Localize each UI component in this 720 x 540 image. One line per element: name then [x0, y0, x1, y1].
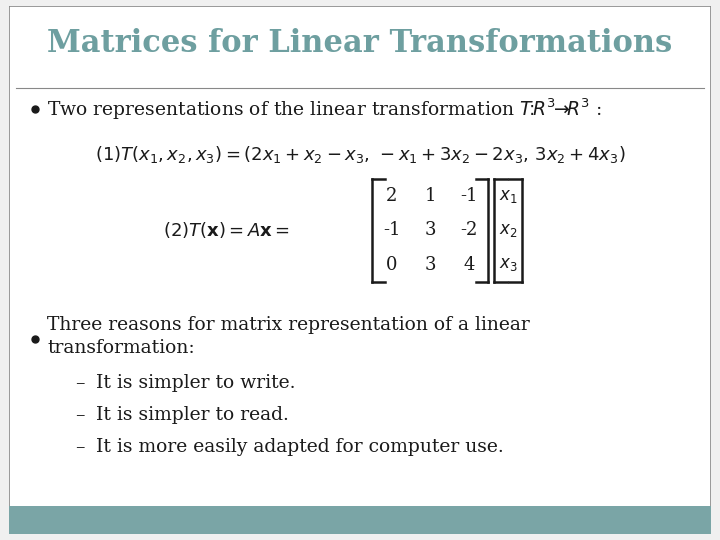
Text: -2: -2: [460, 221, 477, 239]
Text: 0: 0: [386, 256, 397, 274]
Text: –: –: [76, 374, 85, 393]
Text: 1: 1: [425, 187, 436, 205]
Text: transformation:: transformation:: [48, 339, 195, 357]
Text: 3: 3: [425, 221, 436, 239]
Text: Matrices for Linear Transformations: Matrices for Linear Transformations: [48, 28, 672, 59]
Text: Two representations of the linear transformation $T\!\!:\!\!R^3\!\!\rightarrow\!: Two representations of the linear transf…: [48, 97, 602, 122]
Text: It is more easily adapted for computer use.: It is more easily adapted for computer u…: [96, 437, 504, 456]
Text: –: –: [76, 437, 85, 456]
FancyBboxPatch shape: [9, 6, 711, 534]
Text: It is simpler to read.: It is simpler to read.: [96, 406, 289, 424]
Text: 4: 4: [463, 256, 474, 274]
Text: –: –: [76, 406, 85, 424]
FancyBboxPatch shape: [9, 506, 711, 534]
Text: $x_2$: $x_2$: [499, 222, 517, 239]
Text: 3: 3: [425, 256, 436, 274]
Text: $x_3$: $x_3$: [498, 256, 517, 273]
Text: $x_1$: $x_1$: [498, 188, 517, 205]
Text: $(1)T(x_1, x_2, x_3) = (2x_1 + x_2 - x_3,\,-x_1 + 3x_2 - 2x_3,\,3x_2 + 4x_3)$: $(1)T(x_1, x_2, x_3) = (2x_1 + x_2 - x_3…: [95, 144, 625, 165]
Text: $(2)T(\mathbf{x}) = A\mathbf{x} =$: $(2)T(\mathbf{x}) = A\mathbf{x} =$: [163, 220, 290, 240]
Text: It is simpler to write.: It is simpler to write.: [96, 374, 296, 393]
Text: -1: -1: [383, 221, 400, 239]
Text: -1: -1: [460, 187, 477, 205]
Text: Three reasons for matrix representation of a linear: Three reasons for matrix representation …: [48, 316, 530, 334]
Text: 2: 2: [386, 187, 397, 205]
